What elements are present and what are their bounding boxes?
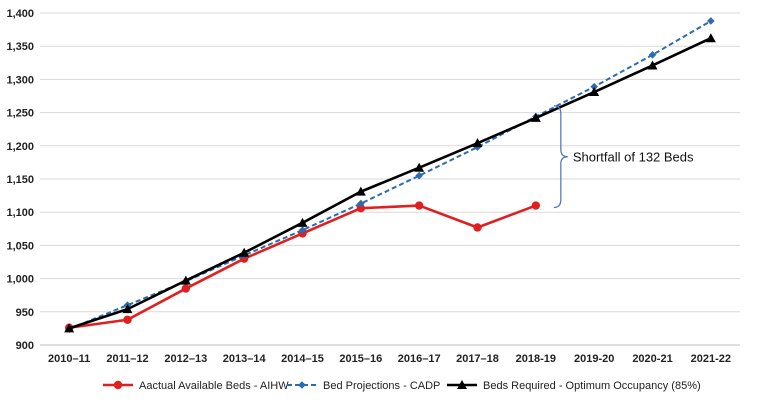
data-point <box>414 162 425 172</box>
data-point <box>297 217 308 227</box>
data-point <box>122 304 133 314</box>
series-line <box>68 20 712 330</box>
annotation-layer: Shortfall of 132 Beds <box>553 105 694 209</box>
data-point <box>180 275 191 285</box>
legend-item: Beds Required - Optimum Occupancy (85%) <box>447 380 701 392</box>
y-tick-label: 1,050 <box>6 240 34 252</box>
y-tick-label: 1,200 <box>6 141 34 153</box>
x-tick-label: 2010–11 <box>48 353 90 365</box>
x-tick-label: 2015–16 <box>339 353 382 365</box>
legend-label: Bed Projections - CADP <box>323 380 440 392</box>
y-tick-label: 1,300 <box>6 74 34 86</box>
data-point <box>707 17 715 25</box>
x-tick-label: 2012–13 <box>164 353 207 365</box>
y-tick-label: 900 <box>16 340 34 352</box>
data-point <box>414 201 424 210</box>
data-point <box>648 51 657 59</box>
x-tick-label: 2016–17 <box>398 353 441 365</box>
data-point <box>415 171 423 180</box>
series-2 <box>65 17 715 333</box>
x-tick-label: 2018-19 <box>516 353 556 365</box>
brace-annotation <box>553 105 568 209</box>
data-point <box>357 199 365 208</box>
data-point <box>181 284 191 293</box>
annotation-label: Shortfall of 132 Beds <box>573 150 694 165</box>
axis-layer: 900 950 1,000 1,050 1,100 1,150 1,200 1,250 1,30… <box>6 8 740 365</box>
y-tick-label: 950 <box>16 307 34 319</box>
series-layer <box>64 17 716 333</box>
legend-item: Bed Projections - CADP <box>287 380 440 392</box>
x-tick-label: 2017–18 <box>456 353 499 365</box>
legend-item: Aactual Available Beds - AIHW <box>103 380 289 392</box>
x-tick-label: 2013–14 <box>223 353 267 365</box>
legend-label: Beds Required - Optimum Occupancy (85%) <box>483 380 701 392</box>
x-tick-label: 2021-22 <box>691 353 731 365</box>
y-tick-label: 1,150 <box>6 174 34 186</box>
y-tick-label: 1,350 <box>6 41 34 53</box>
x-tick-label: 2014–15 <box>281 353 324 365</box>
data-point <box>457 380 467 389</box>
data-point <box>123 315 132 324</box>
data-point <box>113 380 123 390</box>
data-point <box>589 87 600 97</box>
data-point <box>705 33 716 43</box>
data-point <box>64 323 75 333</box>
data-point <box>356 204 366 213</box>
y-tick-label: 1,100 <box>6 207 34 219</box>
y-tick-label: 1,000 <box>6 274 34 286</box>
data-point <box>473 223 482 232</box>
legend-layer: Aactual Available Beds - AIHW Bed Project… <box>103 380 701 392</box>
x-tick-label: 2019-20 <box>574 353 614 365</box>
data-point <box>298 226 307 234</box>
y-tick-label: 1,250 <box>6 108 34 120</box>
legend-label: Aactual Available Beds - AIHW <box>139 380 289 392</box>
data-point <box>239 247 250 257</box>
data-point <box>355 186 366 196</box>
data-point <box>590 82 598 91</box>
data-point <box>298 381 306 389</box>
series-3 <box>64 33 716 333</box>
data-point <box>530 112 541 122</box>
y-tick-label: 1,400 <box>6 8 34 20</box>
x-tick-label: 2011–12 <box>106 353 148 365</box>
data-point <box>647 60 658 70</box>
data-point <box>472 138 483 148</box>
series-line <box>68 37 712 330</box>
x-tick-label: 2020-21 <box>632 353 672 365</box>
data-point <box>531 201 541 210</box>
